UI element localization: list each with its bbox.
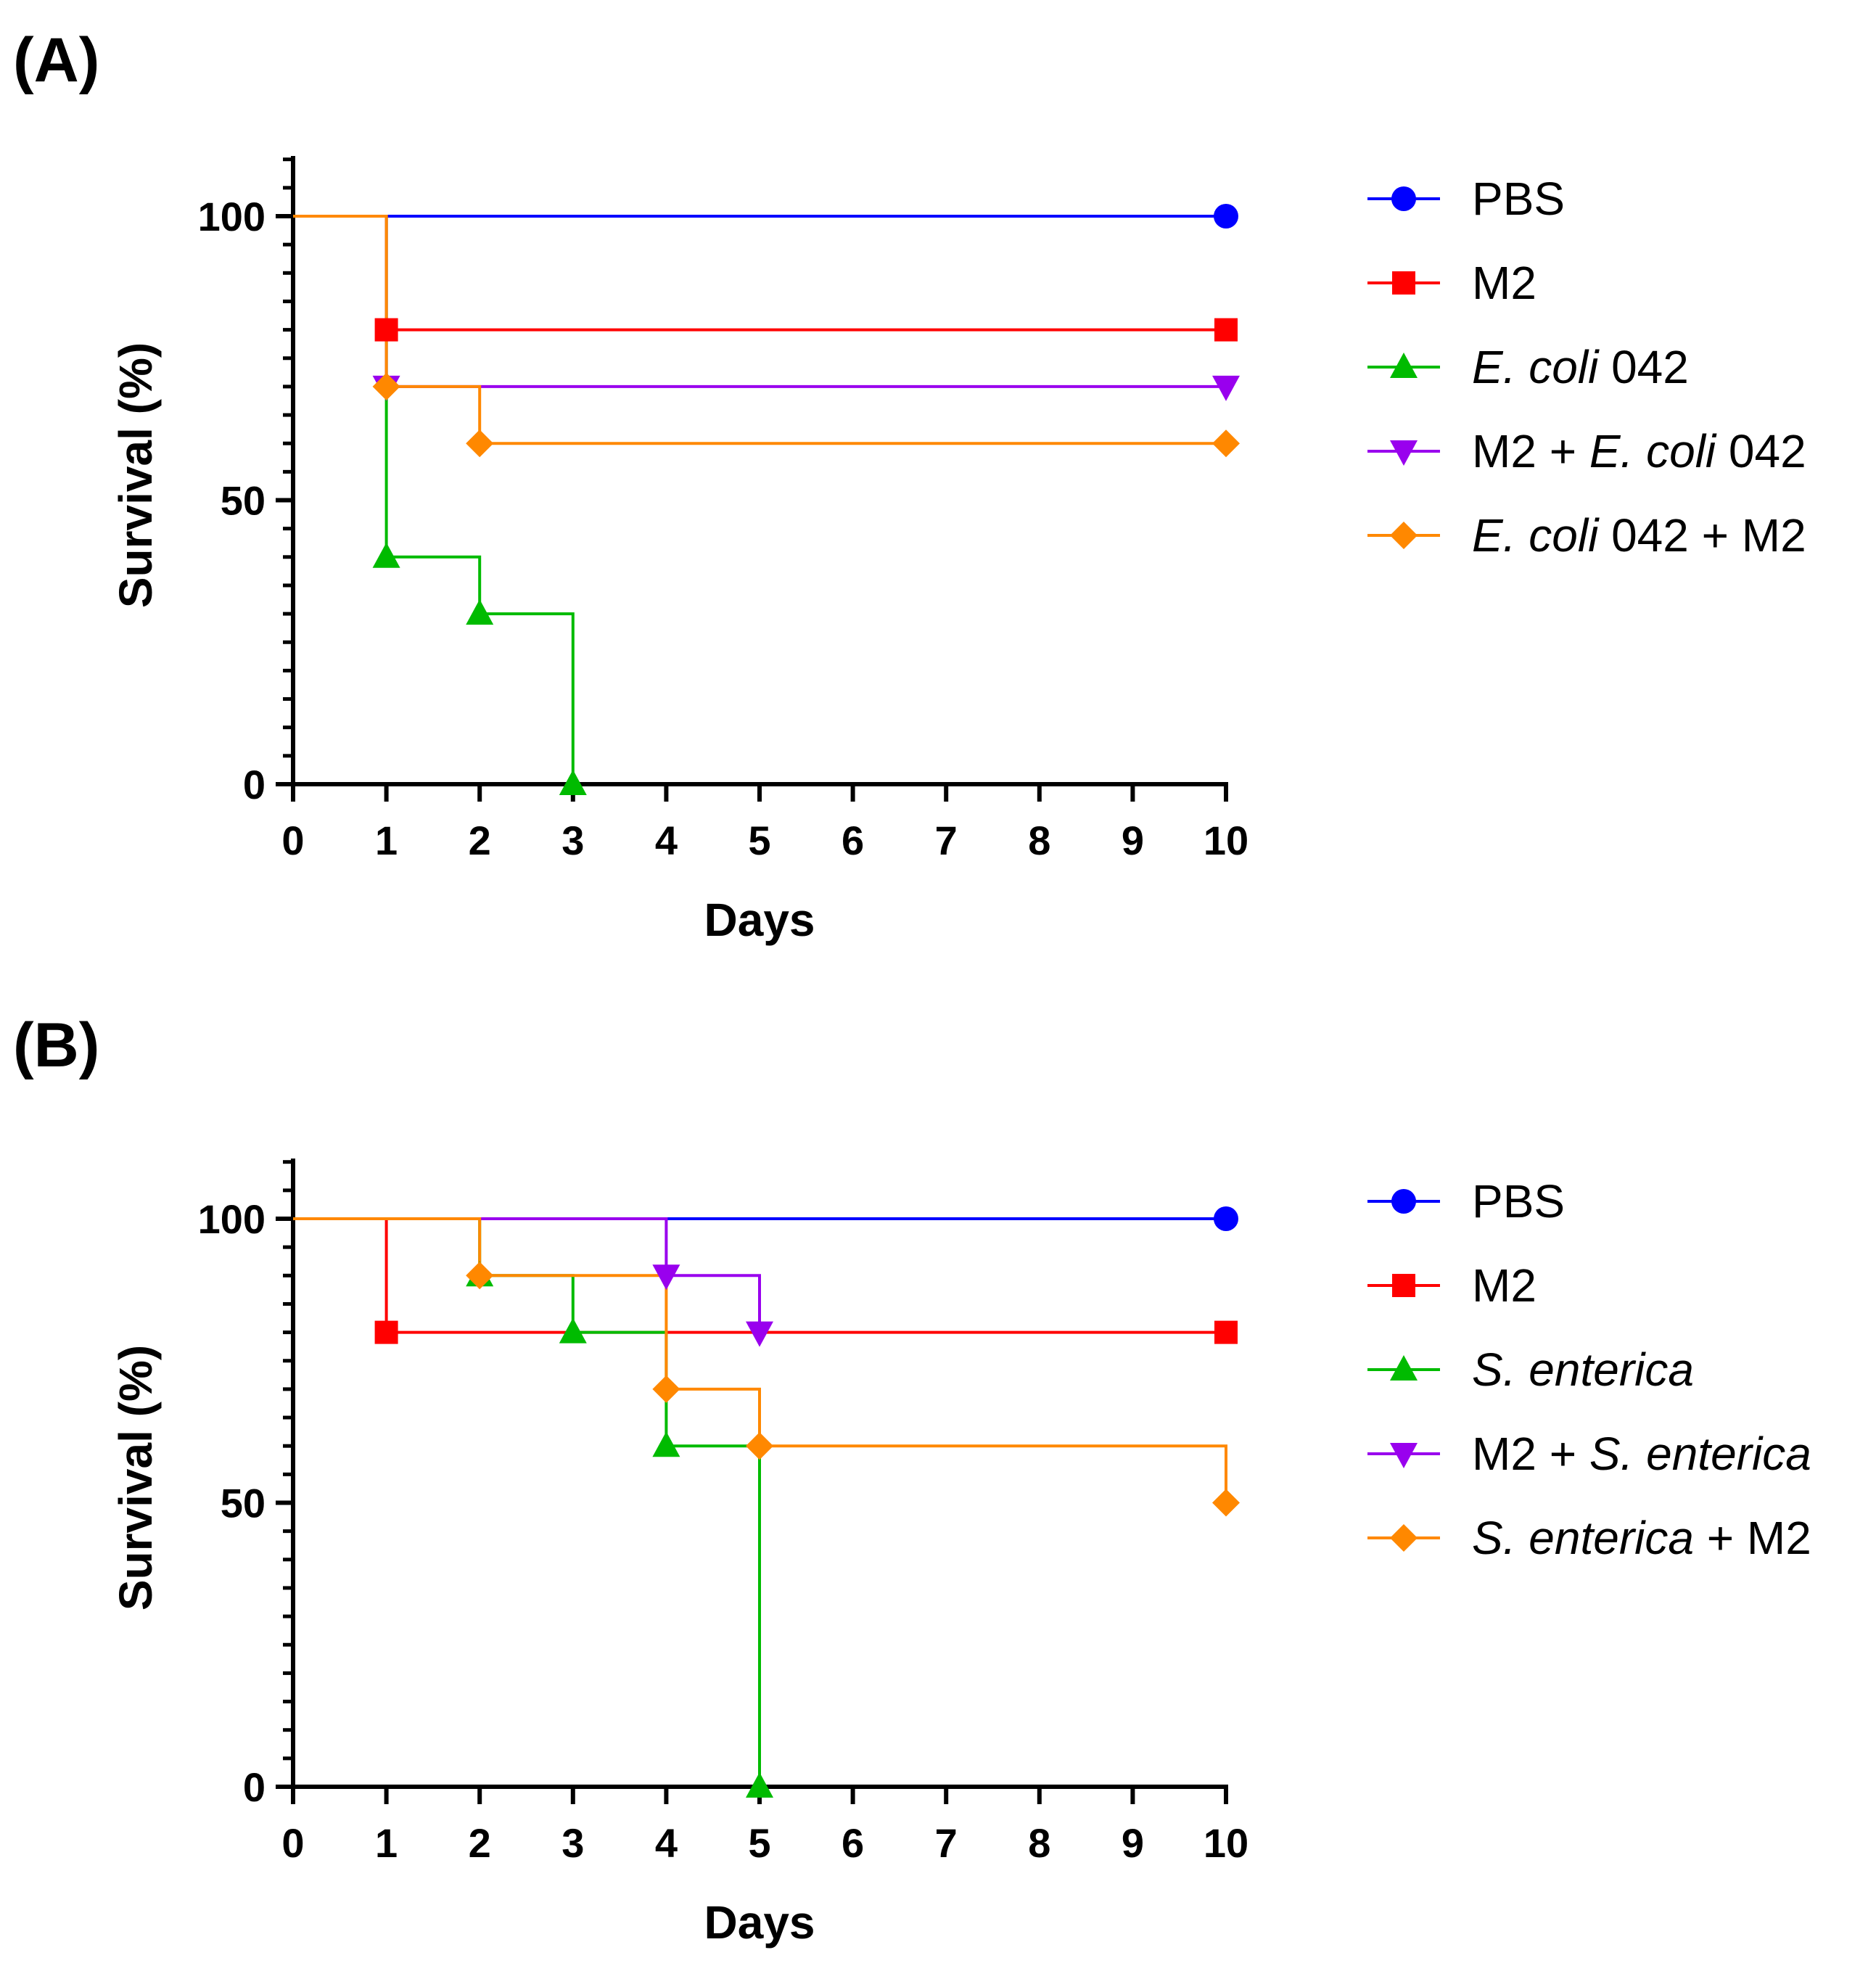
- x-tick-label: 9: [1122, 1820, 1144, 1866]
- x-tick-label: 7: [935, 818, 958, 863]
- series-line-s-enterica: [293, 1217, 761, 1787]
- legend-label: PBS: [1472, 1175, 1565, 1227]
- series-line-m2-e-coli-042: [293, 215, 1226, 388]
- legend-marker: [1390, 1443, 1418, 1468]
- legend-marker: [1392, 271, 1415, 295]
- legend-marker: [1391, 1189, 1416, 1214]
- x-tick-label: 2: [469, 1820, 491, 1866]
- x-tick-label: 2: [469, 818, 491, 863]
- data-point-s-enterica-m2: [1212, 1489, 1240, 1517]
- series-line-e-coli-042-m2: [293, 215, 1226, 445]
- legend-label: PBS: [1472, 173, 1565, 225]
- data-point-pbs: [1214, 1206, 1238, 1231]
- x-tick-label: 3: [561, 1820, 584, 1866]
- data-point-e-coli-042-m2: [466, 429, 494, 458]
- data-point-m2-s-enterica: [746, 1321, 773, 1347]
- legend-label: M2: [1472, 257, 1536, 309]
- x-tick-label: 6: [842, 1820, 864, 1866]
- data-point-m2-s-enterica: [652, 1264, 680, 1291]
- y-tick-label: 50: [221, 478, 266, 524]
- legend-entry-e-coli-042: E. coli 042: [1367, 341, 1689, 393]
- x-tick-label: 1: [375, 1820, 398, 1866]
- legend-label: S. enterica: [1472, 1344, 1694, 1396]
- data-point-s-enterica: [559, 1317, 587, 1344]
- x-tick-label: 4: [655, 818, 678, 863]
- legend-entry-pbs: PBS: [1367, 173, 1565, 225]
- legend-entry-m2: M2: [1367, 257, 1536, 309]
- data-point-m2: [1214, 1320, 1238, 1344]
- y-axis-title: Survival (%): [110, 342, 162, 608]
- data-point-pbs: [1214, 204, 1238, 229]
- x-tick-label: 10: [1204, 818, 1248, 863]
- x-tick-label: 7: [935, 1820, 958, 1866]
- data-point-e-coli-042-m2: [372, 372, 400, 400]
- legend-label: E. coli 042 + M2: [1472, 509, 1806, 561]
- data-point-m2-e-coli-042: [1212, 375, 1240, 401]
- legend-marker: [1390, 1524, 1418, 1552]
- data-point-s-enterica-m2: [652, 1375, 680, 1403]
- x-tick-label: 1: [375, 818, 398, 863]
- y-tick-label: 0: [243, 1764, 266, 1810]
- data-point-m2: [374, 318, 398, 342]
- legend-entry-s-enterica-m2: S. enterica + M2: [1367, 1512, 1811, 1564]
- x-tick-label: 10: [1204, 1820, 1248, 1866]
- x-tick-label: 6: [842, 818, 864, 863]
- data-point-e-coli-042: [466, 599, 494, 625]
- x-tick-label: 0: [281, 818, 304, 863]
- x-tick-label: 5: [748, 1820, 770, 1866]
- legend-label: M2 + S. enterica: [1472, 1428, 1811, 1480]
- x-tick-label: 0: [281, 1820, 304, 1866]
- series-line-e-coli-042: [293, 215, 575, 784]
- x-tick-label: 8: [1028, 1820, 1050, 1866]
- data-point-m2: [374, 1320, 398, 1344]
- data-point-e-coli-042: [559, 770, 587, 795]
- data-point-m2: [1214, 318, 1238, 342]
- x-tick-label: 3: [561, 818, 584, 863]
- x-tick-label: 5: [748, 818, 770, 863]
- y-tick-label: 50: [221, 1481, 266, 1526]
- legend-marker: [1391, 186, 1416, 211]
- legend-label: S. enterica + M2: [1472, 1512, 1811, 1564]
- legend-entry-pbs: PBS: [1367, 1175, 1565, 1227]
- legend-marker: [1390, 353, 1418, 378]
- legend-label: M2 + E. coli 042: [1472, 425, 1806, 477]
- legend-entry-e-coli-042-m2: E. coli 042 + M2: [1367, 509, 1806, 561]
- legend-entry-m2: M2: [1367, 1259, 1536, 1312]
- legend-marker: [1392, 1274, 1415, 1297]
- legend-entry-m2-s-enterica: M2 + S. enterica: [1367, 1428, 1811, 1480]
- x-tick-label: 9: [1122, 818, 1144, 863]
- legend-label: E. coli 042: [1472, 341, 1689, 393]
- x-axis-title: Days: [704, 1896, 815, 1949]
- y-tick-label: 0: [243, 762, 266, 807]
- data-point-e-coli-042: [372, 542, 400, 568]
- legend-marker: [1390, 440, 1418, 466]
- data-point-e-coli-042-m2: [1212, 429, 1240, 458]
- legend-marker: [1390, 1355, 1418, 1381]
- y-tick-label: 100: [198, 1196, 266, 1242]
- panel-a-chart: 0 50 100 0 1 2 3 4 5 6 7 8 9 10 Days Survival (%) PBS M2 E…: [110, 156, 1806, 946]
- legend-entry-s-enterica: S. enterica: [1367, 1344, 1694, 1396]
- x-axis-title: Days: [704, 894, 815, 946]
- panel-label-a: (A): [13, 25, 99, 95]
- data-point-s-enterica-m2: [746, 1432, 773, 1460]
- series-line-m2: [293, 215, 1226, 332]
- x-tick-label: 8: [1028, 818, 1050, 863]
- y-axis-title: Survival (%): [110, 1345, 162, 1610]
- y-tick-label: 100: [198, 194, 266, 239]
- legend-marker: [1390, 522, 1418, 549]
- legend-entry-m2-e-coli-042: M2 + E. coli 042: [1367, 425, 1806, 477]
- data-point-s-enterica-m2: [466, 1262, 494, 1290]
- data-point-s-enterica: [652, 1431, 680, 1457]
- x-tick-label: 4: [655, 1820, 678, 1866]
- panel-b-chart: 0 50 100 0 1 2 3 4 5 6 7 8 9 10 Days Survival (%) PBS M2 S…: [110, 1159, 1811, 1949]
- data-point-s-enterica: [746, 1772, 773, 1798]
- panel-label-b: (B): [13, 1011, 99, 1080]
- legend-label: M2: [1472, 1259, 1536, 1312]
